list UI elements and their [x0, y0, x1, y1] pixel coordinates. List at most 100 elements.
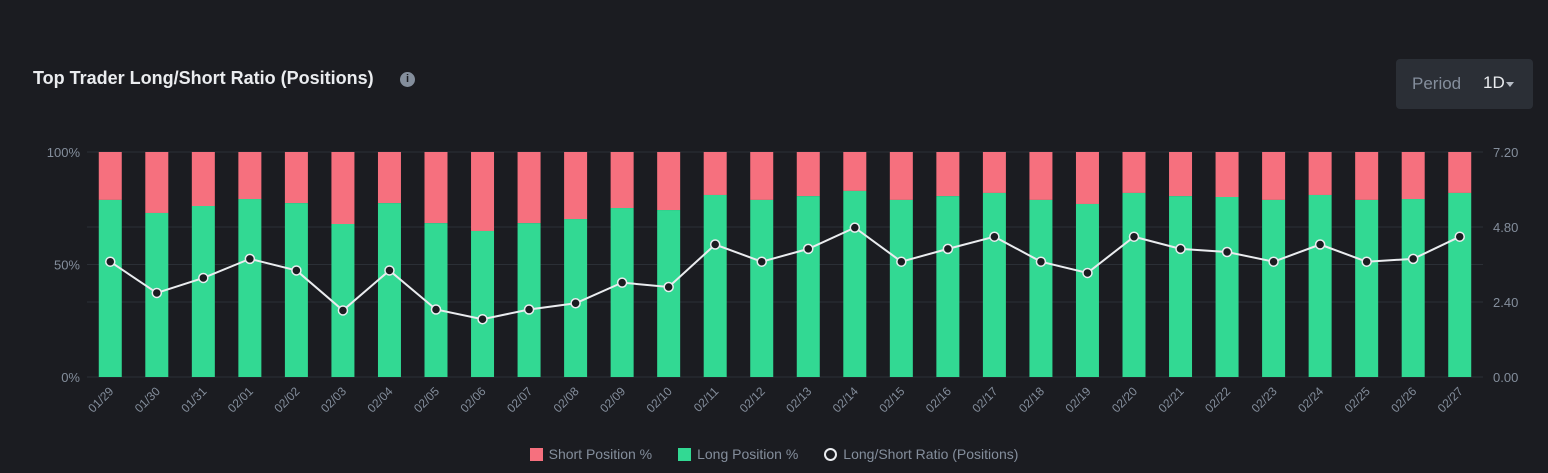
x-axis-tick: 02/12	[737, 384, 768, 415]
right-axis-tick: 0.00	[1493, 370, 1518, 385]
legend-item-ratio[interactable]: Long/Short Ratio (Positions)	[824, 446, 1018, 462]
x-axis-tick: 02/11	[691, 384, 722, 415]
short-bar	[377, 152, 401, 204]
short-bar	[1215, 152, 1239, 197]
x-axis-tick: 02/03	[318, 384, 349, 415]
x-axis-tick: 02/05	[411, 384, 442, 415]
long-bar	[657, 210, 681, 377]
ratio-point	[1407, 253, 1419, 265]
long-bar	[796, 196, 820, 377]
short-bar	[889, 152, 913, 200]
left-axis-tick: 50%	[54, 258, 80, 273]
ratio-point	[384, 265, 395, 276]
info-icon[interactable]: i	[400, 72, 415, 87]
long-bar	[1122, 192, 1146, 377]
short-bar	[657, 152, 681, 211]
x-axis-tick: 02/04	[364, 384, 395, 415]
ratio-point	[616, 277, 628, 288]
x-axis-tick: 02/19	[1062, 384, 1093, 415]
ratio-point	[430, 304, 442, 315]
long-bar	[1401, 199, 1425, 377]
x-axis-tick: 02/18	[1016, 384, 1047, 415]
long-swatch	[678, 447, 692, 461]
x-axis-tick: 01/29	[85, 384, 116, 415]
short-bar	[1308, 152, 1332, 195]
ratio-point	[1361, 256, 1372, 267]
x-axis-tick: 01/31	[178, 384, 209, 415]
ratio-line	[109, 226, 1461, 321]
ratio-point	[337, 305, 349, 316]
x-axis-tick: 02/23	[1249, 384, 1280, 415]
short-bar	[191, 152, 215, 206]
ratio-point	[849, 222, 861, 233]
short-bar	[982, 152, 1006, 193]
x-axis-tick: 02/16	[923, 384, 954, 415]
chevron-down-icon	[1506, 82, 1514, 87]
legend-label: Long Position %	[697, 446, 799, 462]
short-bar	[238, 152, 262, 200]
short-bar	[1075, 152, 1099, 204]
short-bar	[1262, 152, 1286, 200]
x-axis-tick: 02/27	[1435, 384, 1466, 415]
period-selector[interactable]: Period 1D	[1396, 59, 1533, 109]
ratio-point	[989, 231, 1000, 242]
x-axis-tick: 02/20	[1109, 384, 1140, 415]
short-bar	[331, 152, 355, 224]
short-bar	[145, 152, 169, 213]
short-bar	[610, 152, 634, 209]
short-bar	[1448, 152, 1472, 193]
short-bar	[1169, 152, 1193, 197]
ratio-point	[477, 313, 488, 325]
x-axis-tick: 02/22	[1202, 384, 1233, 415]
ratio-marker-icon	[824, 447, 838, 461]
x-axis-tick: 02/07	[504, 384, 535, 415]
x-axis-tick: 02/02	[271, 384, 302, 415]
x-axis-tick: 02/10	[644, 384, 675, 415]
ratio-point	[1454, 231, 1465, 242]
x-axis-tick: 02/06	[458, 384, 489, 415]
ratio-point	[570, 298, 581, 309]
short-bar	[936, 152, 960, 197]
long-bar	[331, 224, 355, 377]
x-axis-tick: 02/21	[1156, 384, 1187, 415]
long-bar	[703, 194, 727, 377]
long-bar	[191, 206, 215, 377]
x-axis-tick: 02/15	[876, 384, 907, 415]
long-bar	[1215, 197, 1239, 377]
long-bar	[843, 190, 867, 377]
legend-item-short[interactable]: Short Position %	[529, 446, 653, 462]
long-bar	[424, 223, 448, 377]
legend-item-long[interactable]: Long Position %	[678, 446, 798, 462]
short-bar	[564, 152, 588, 220]
short-bar	[424, 152, 448, 224]
x-axis-tick: 02/17	[969, 384, 1000, 415]
x-axis-tick: 02/09	[597, 384, 628, 415]
left-axis-tick: 100%	[47, 145, 81, 160]
ratio-point	[198, 272, 209, 284]
short-bar	[1401, 152, 1425, 200]
ratio-point	[523, 304, 535, 315]
ratio-point	[1035, 256, 1047, 267]
long-bar	[377, 203, 401, 377]
right-axis-tick: 2.40	[1493, 295, 1518, 310]
long-bar	[1355, 199, 1379, 377]
long-bar	[982, 192, 1006, 377]
short-bar	[843, 152, 867, 191]
x-axis-tick: 01/30	[132, 384, 163, 415]
short-bar	[796, 152, 820, 197]
legend-label: Short Position %	[548, 446, 653, 462]
long-bar	[610, 208, 634, 377]
long-bar	[98, 199, 122, 377]
short-bar	[750, 152, 774, 200]
right-axis-tick: 4.80	[1493, 220, 1518, 235]
short-bar	[703, 152, 727, 195]
ratio-point	[1175, 243, 1186, 255]
x-axis-tick: 02/26	[1388, 384, 1419, 415]
ratio-point	[803, 243, 814, 255]
x-axis-tick: 02/25	[1342, 384, 1373, 415]
ratio-point	[291, 265, 302, 276]
long-bar	[1448, 192, 1472, 377]
ratio-point	[1314, 239, 1326, 250]
short-bar	[471, 152, 495, 231]
